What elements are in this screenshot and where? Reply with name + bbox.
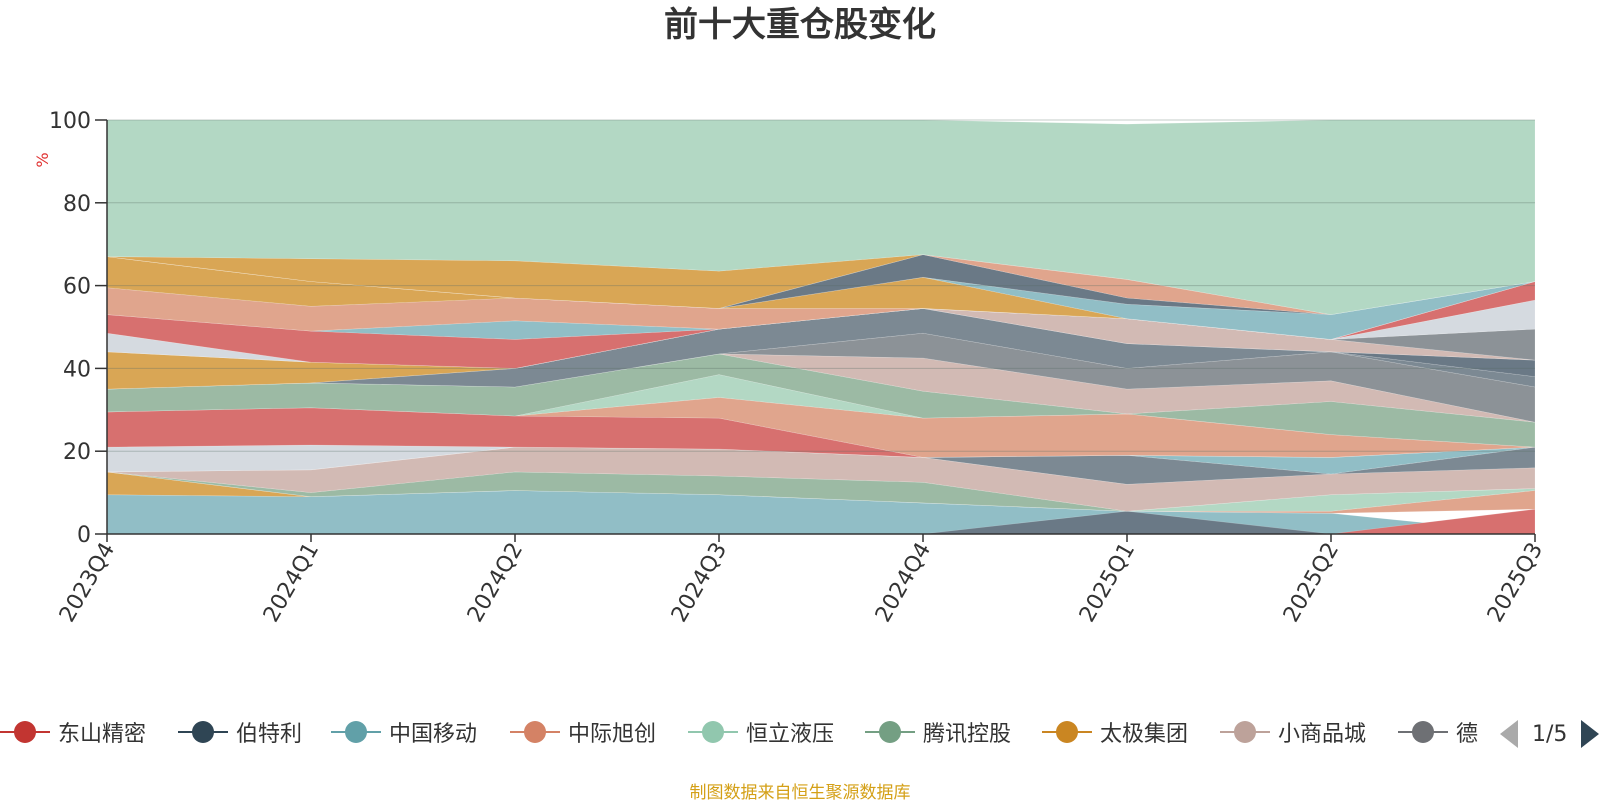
y-tick-label: 80 [63,192,91,217]
x-tick-label: 2024Q1 [259,539,324,627]
legend-marker-icon [331,715,381,749]
data-source-note: 制图数据来自恒生聚源数据库 [689,783,911,803]
legend-marker-icon [865,715,915,749]
legend-marker-icon [1042,715,1092,749]
legend-label: 中际旭创 [568,722,657,747]
x-tick-label: 2023Q4 [55,539,120,627]
legend-label: 东山精密 [58,722,147,747]
area-band-31 [106,119,1536,315]
x-tick-label: 2025Q2 [1279,539,1344,627]
legend-item[interactable]: 德昌电机控股 [1398,715,1480,749]
y-tick-labels: 0 20 40 60 80 100 [49,109,91,548]
legend-label: 恒立液压 [746,722,835,747]
previous-page-icon[interactable] [1500,720,1518,748]
area-band-26 [106,256,1536,340]
x-tick-label: 2024Q3 [667,539,732,627]
legend-item[interactable]: 腾讯控股 [865,715,1011,749]
legend-marker-icon [178,715,228,749]
area-band-25 [106,281,1536,340]
x-tick-label: 2025Q3 [1483,539,1548,627]
chart-title: 前十大重仓股变化 [664,5,936,45]
area-bands [106,119,1536,535]
legend-item[interactable]: 中际旭创 [510,715,656,749]
legend: 东山精密 伯特利 中国移动 中际旭创 恒立液压 腾讯控股 太极集团 小商品城 德昌电机控股 [0,715,1480,755]
legend-marker-icon [0,715,50,749]
legend-label: 伯特利 [236,722,303,747]
legend-marker-icon [1220,715,1270,749]
legend-pager: 1/5 [1500,717,1600,751]
x-tick-label: 2025Q1 [1075,539,1140,627]
legend-marker-icon [510,715,560,749]
x-tick-label: 2024Q4 [871,539,936,627]
legend-item[interactable]: 太极集团 [1042,715,1188,749]
area-band-22 [106,299,1536,369]
y-axis-label: % [33,152,52,167]
legend-marker-icon [688,715,738,749]
legend-item[interactable]: 东山精密 [0,715,146,749]
area-band-16 [106,332,1536,423]
legend-label: 中国移动 [389,722,478,747]
x-tick-label: 2024Q2 [463,539,528,627]
y-tick-label: 60 [63,275,91,300]
legend-item[interactable]: 恒立液压 [688,715,834,749]
legend-label: 太极集团 [1100,722,1189,747]
legend-item[interactable]: 伯特利 [178,715,302,749]
axes [106,120,1535,535]
y-tick-label: 40 [63,357,91,382]
x-tick-labels: 2023Q4 2024Q1 2024Q2 2024Q3 2024Q4 2025Q1 2025… [55,534,1548,627]
legend-label: 腾讯控股 [923,722,1012,747]
next-page-icon[interactable] [1581,720,1600,748]
legend-item[interactable]: 小商品城 [1220,715,1366,749]
legend-label: 小商品城 [1278,722,1367,747]
legend-item[interactable]: 中国移动 [331,715,477,749]
y-tick-label: 20 [63,440,91,465]
legend-page-indicator: 1/5 [1532,721,1568,747]
y-tick-label: 0 [77,523,91,548]
legend-label: 德昌电机控股 [1456,722,1480,747]
y-tick-label: 100 [49,109,91,134]
legend-marker-icon [1398,715,1448,749]
